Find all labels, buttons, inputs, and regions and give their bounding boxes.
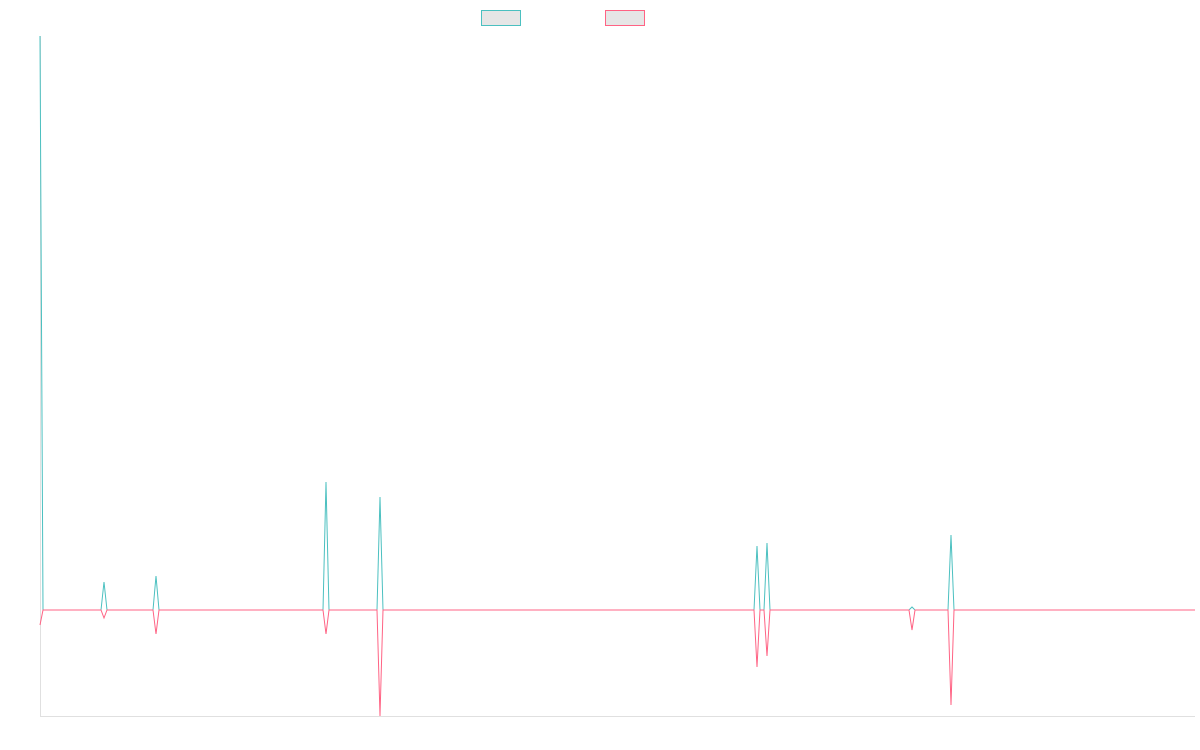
data-line xyxy=(39,35,1195,611)
data-line xyxy=(39,609,1195,717)
legend-swatch xyxy=(605,10,645,26)
legend-swatch xyxy=(481,10,521,26)
